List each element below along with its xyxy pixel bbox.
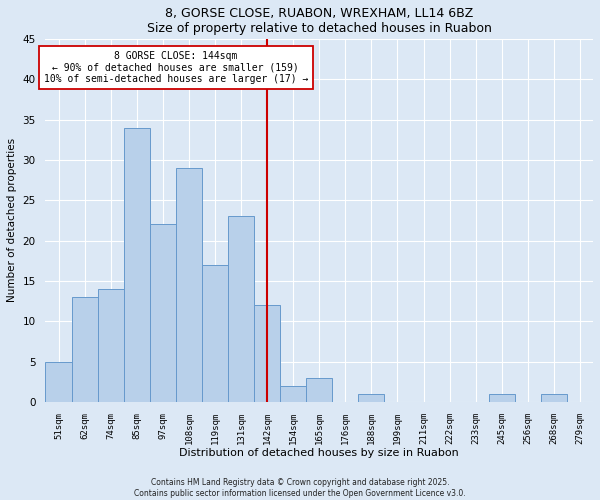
- Bar: [541, 394, 567, 402]
- Bar: [489, 394, 515, 402]
- Title: 8, GORSE CLOSE, RUABON, WREXHAM, LL14 6BZ
Size of property relative to detached : 8, GORSE CLOSE, RUABON, WREXHAM, LL14 6B…: [147, 7, 492, 35]
- Text: 8 GORSE CLOSE: 144sqm
← 90% of detached houses are smaller (159)
10% of semi-det: 8 GORSE CLOSE: 144sqm ← 90% of detached …: [44, 51, 308, 84]
- Bar: [71, 297, 98, 402]
- Bar: [176, 168, 202, 402]
- Bar: [306, 378, 332, 402]
- Bar: [98, 289, 124, 402]
- Bar: [358, 394, 385, 402]
- Bar: [202, 265, 228, 402]
- Text: Contains HM Land Registry data © Crown copyright and database right 2025.
Contai: Contains HM Land Registry data © Crown c…: [134, 478, 466, 498]
- Bar: [150, 224, 176, 402]
- Bar: [254, 305, 280, 402]
- Bar: [46, 362, 71, 402]
- Y-axis label: Number of detached properties: Number of detached properties: [7, 138, 17, 302]
- X-axis label: Distribution of detached houses by size in Ruabon: Distribution of detached houses by size …: [179, 448, 459, 458]
- Bar: [280, 386, 306, 402]
- Bar: [124, 128, 150, 402]
- Bar: [228, 216, 254, 402]
